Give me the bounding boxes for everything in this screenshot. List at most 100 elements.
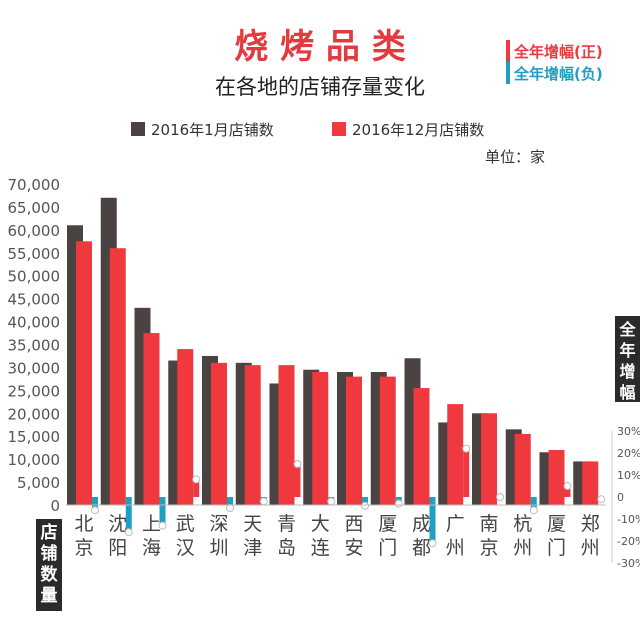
x-tick-label: 京 bbox=[479, 537, 498, 559]
growth-bar bbox=[530, 497, 537, 511]
bar-dec bbox=[211, 362, 227, 505]
x-tick-label: 沈 bbox=[108, 513, 127, 535]
legend-label-series-1: 2016年1月店铺数 bbox=[151, 121, 274, 139]
chart-title: 烧 烤 品 类 bbox=[234, 27, 406, 67]
legend-swatch-series-2 bbox=[332, 122, 346, 136]
growth-legend-negative-label: 全年增幅(负) bbox=[513, 65, 603, 83]
y-tick-label: 0 bbox=[50, 497, 60, 515]
x-tick-label: 安 bbox=[344, 537, 363, 559]
y-tick-label: 20,000 bbox=[8, 405, 61, 423]
bar-dec bbox=[177, 349, 194, 505]
x-tick-label: 北 bbox=[74, 513, 93, 535]
left-axis-label: 店铺数量 bbox=[41, 522, 59, 606]
bar-dec bbox=[109, 248, 126, 505]
x-tick-label: 圳 bbox=[209, 537, 228, 559]
growth-legend-positive-label: 全年增幅(正) bbox=[513, 43, 603, 61]
x-tick-label: 州 bbox=[581, 537, 600, 559]
bar-dec bbox=[514, 433, 531, 505]
y-tick-label: 70,000 bbox=[8, 176, 61, 194]
left-axis-label-box: 店铺数量 bbox=[36, 519, 62, 611]
y-tick-label: 35,000 bbox=[8, 337, 61, 355]
bar-dec bbox=[76, 241, 92, 506]
series-legend: 2016年1月店铺数 2016年12月店铺数 bbox=[131, 121, 484, 139]
bar-dec bbox=[447, 404, 464, 505]
growth-bar bbox=[92, 497, 98, 511]
x-tick-label: 厦 bbox=[378, 513, 397, 535]
x-tick-label: 天 bbox=[243, 513, 262, 535]
y-tick-label: 30,000 bbox=[8, 359, 61, 377]
growth-marker bbox=[293, 460, 302, 468]
x-tick-label: 海 bbox=[142, 537, 161, 559]
y-tick-label: 25,000 bbox=[8, 382, 61, 400]
bar-dec bbox=[143, 333, 160, 505]
y-tick-label: 50,000 bbox=[8, 268, 61, 286]
growth-marker bbox=[462, 444, 471, 453]
growth-marker bbox=[597, 495, 606, 504]
bar-dec bbox=[379, 376, 396, 505]
x-tick-label: 京 bbox=[74, 537, 93, 559]
bar-dec bbox=[312, 372, 329, 505]
growth-marker bbox=[428, 539, 437, 548]
y-tick-label: 45,000 bbox=[8, 291, 61, 309]
x-tick-label: 上 bbox=[142, 513, 161, 535]
unit-label: 单位：家 bbox=[485, 148, 545, 166]
bar-dec bbox=[481, 413, 497, 505]
x-tick-label: 都 bbox=[412, 537, 431, 559]
growth-bar bbox=[564, 486, 571, 497]
bar-dec bbox=[244, 365, 261, 505]
y2-tick-label: 0 bbox=[617, 491, 624, 504]
x-tick-label: 西 bbox=[344, 513, 363, 535]
growth-legend: 全年增幅(正) 全年增幅(负) bbox=[506, 40, 603, 84]
legend-swatch-series-1 bbox=[131, 122, 145, 136]
x-tick-label: 津 bbox=[243, 537, 262, 559]
y2-tick-label: 20% bbox=[617, 447, 640, 460]
growth-legend-positive-swatch bbox=[506, 40, 510, 62]
x-tick-label: 杭 bbox=[513, 513, 532, 535]
growth-marker bbox=[361, 501, 369, 510]
y2-tick-label: -10% bbox=[617, 513, 640, 526]
y-tick-label: 55,000 bbox=[8, 245, 61, 263]
right-axis-label-box: 全年增幅 bbox=[615, 316, 640, 402]
growth-bar bbox=[125, 497, 132, 533]
x-tick-label: 武 bbox=[176, 513, 195, 535]
y-tick-label: 40,000 bbox=[8, 314, 61, 332]
y2-tick-label: 30% bbox=[617, 425, 640, 438]
growth-marker bbox=[192, 475, 201, 484]
x-tick-label: 门 bbox=[378, 537, 397, 559]
growth-marker bbox=[226, 504, 234, 512]
growth-marker bbox=[327, 497, 336, 506]
x-tick-label: 连 bbox=[311, 537, 330, 559]
bar-dec bbox=[346, 376, 362, 505]
y-tick-label: 15,000 bbox=[8, 428, 61, 446]
right-axis-label: 全年增幅 bbox=[618, 320, 636, 402]
legend-label-series-2: 2016年12月店铺数 bbox=[352, 121, 484, 139]
x-tick-label: 青 bbox=[277, 513, 296, 535]
bar-dec bbox=[278, 365, 295, 505]
x-tick-label: 汉 bbox=[176, 537, 195, 559]
x-tick-label: 大 bbox=[311, 513, 330, 535]
x-tick-label: 深 bbox=[209, 513, 228, 535]
x-tick-label: 州 bbox=[446, 537, 465, 559]
bar-dec bbox=[582, 461, 599, 505]
y-tick-label: 5,000 bbox=[17, 474, 60, 492]
x-tick-label: 广 bbox=[446, 513, 465, 535]
x-tick-label: 厦 bbox=[547, 513, 566, 535]
x-tick-label: 阳 bbox=[108, 537, 127, 559]
growth-marker bbox=[496, 493, 504, 501]
x-tick-label: 门 bbox=[547, 537, 566, 559]
chart-subtitle: 在各地的店铺存量变化 bbox=[215, 75, 425, 99]
growth-marker bbox=[124, 528, 133, 537]
y2-tick-label: -30% bbox=[617, 557, 640, 570]
x-tick-label: 南 bbox=[479, 513, 498, 535]
growth-bar bbox=[429, 497, 436, 544]
growth-marker bbox=[394, 499, 403, 508]
bar-dec bbox=[413, 388, 430, 505]
growth-marker bbox=[259, 497, 268, 506]
y2-tick-label: 10% bbox=[617, 469, 640, 482]
growth-bar bbox=[362, 497, 368, 506]
y-tick-label: 10,000 bbox=[8, 451, 61, 469]
bar-dec bbox=[548, 449, 565, 505]
y-tick-label: 60,000 bbox=[8, 222, 61, 240]
plot-area: 70,000 65,000 60,000 55,000 50,000 45,000 40,0… bbox=[8, 176, 640, 570]
